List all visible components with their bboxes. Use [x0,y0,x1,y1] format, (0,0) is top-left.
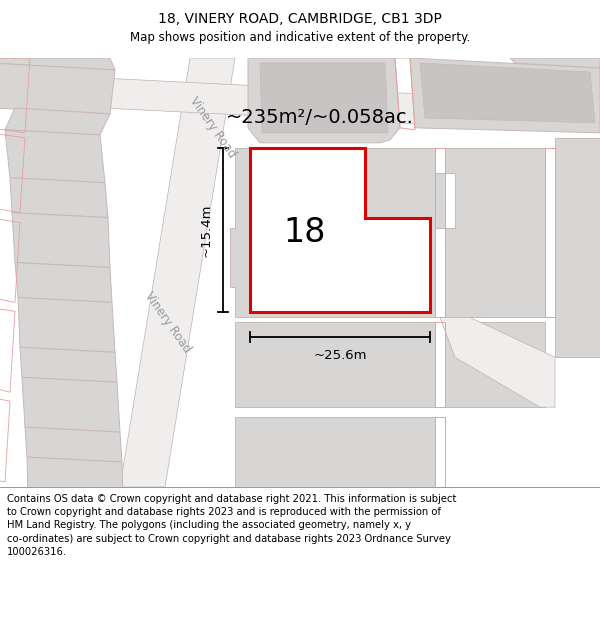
Polygon shape [445,148,545,318]
Polygon shape [0,63,115,114]
Polygon shape [235,417,435,487]
Polygon shape [5,108,110,135]
Polygon shape [18,298,115,352]
Polygon shape [0,58,115,70]
Text: ~235m²/~0.058ac.: ~235m²/~0.058ac. [226,108,414,127]
Polygon shape [410,58,600,133]
Polygon shape [510,58,600,68]
Polygon shape [27,457,123,502]
Polygon shape [22,378,120,432]
Text: 18, VINERY ROAD, CAMBRIDGE, CB1 3DP: 18, VINERY ROAD, CAMBRIDGE, CB1 3DP [158,12,442,26]
Text: ~15.4m: ~15.4m [200,203,213,257]
Polygon shape [20,348,117,382]
Polygon shape [235,322,435,407]
Polygon shape [445,322,545,407]
Polygon shape [248,58,400,142]
Text: Vinery Road: Vinery Road [187,95,239,161]
Polygon shape [12,213,110,268]
Polygon shape [120,58,235,487]
Polygon shape [10,177,108,217]
Text: ~25.6m: ~25.6m [313,349,367,362]
Polygon shape [230,148,445,318]
Text: Vinery Road: Vinery Road [142,289,194,355]
Polygon shape [420,63,595,123]
Polygon shape [5,130,105,182]
Polygon shape [555,138,600,358]
Polygon shape [25,427,122,462]
Polygon shape [15,262,112,302]
Polygon shape [440,318,555,407]
Polygon shape [260,63,388,133]
Polygon shape [250,148,430,312]
Text: Map shows position and indicative extent of the property.: Map shows position and indicative extent… [130,31,470,44]
Text: 18: 18 [284,216,326,249]
Text: Contains OS data © Crown copyright and database right 2021. This information is : Contains OS data © Crown copyright and d… [7,494,457,557]
Polygon shape [0,73,600,133]
